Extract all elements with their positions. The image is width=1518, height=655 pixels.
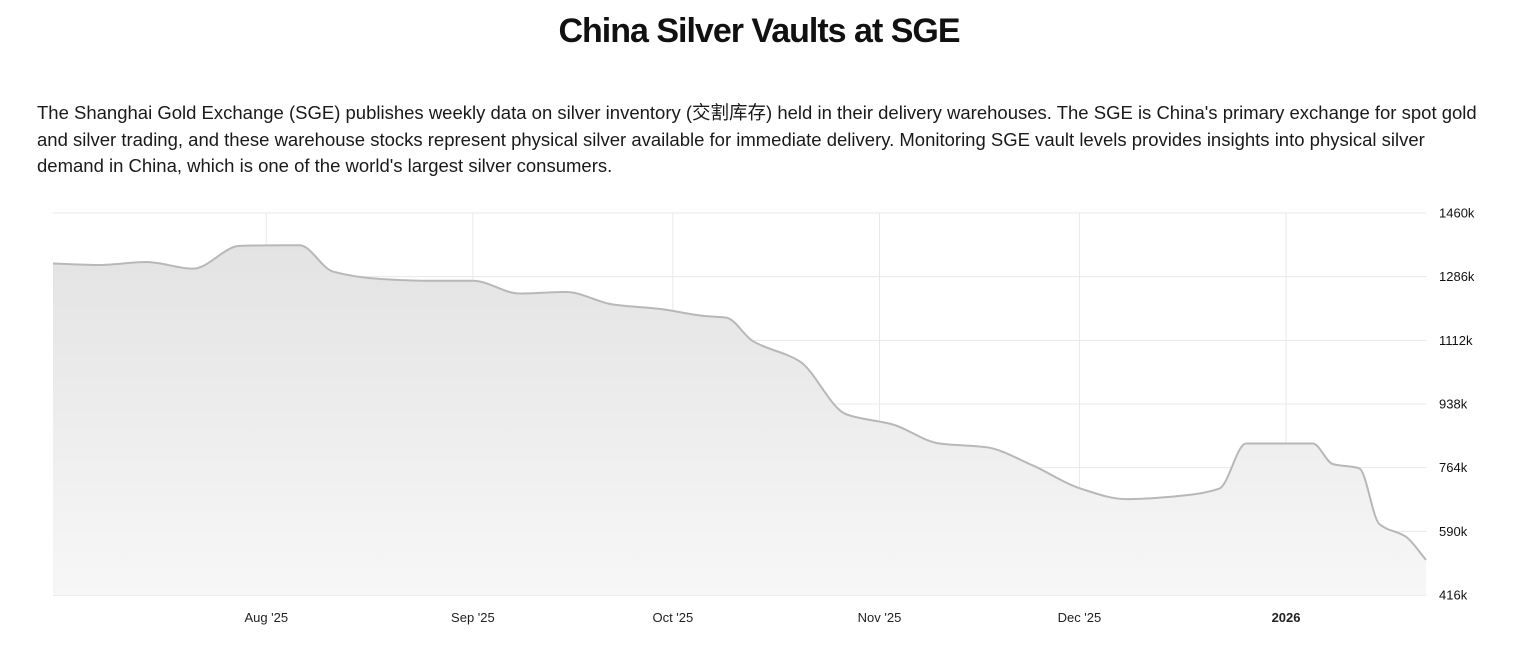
y-tick-label: 764k bbox=[1439, 460, 1468, 475]
series-line[interactable] bbox=[52, 244, 1427, 561]
x-axis: Aug '25 Sep '25 Oct '25 Nov '25 Dec '25 2026 bbox=[244, 610, 1300, 625]
y-tick-label: 1460k bbox=[1439, 206, 1475, 221]
page-title: China Silver Vaults at SGE bbox=[558, 12, 960, 50]
x-tick-label: Nov '25 bbox=[858, 610, 902, 625]
y-tick-label: 938k bbox=[1439, 397, 1468, 412]
area-fill bbox=[53, 245, 1426, 595]
y-tick-label: 1112k bbox=[1439, 333, 1473, 348]
x-tick-label: Sep '25 bbox=[451, 610, 495, 625]
x-tick-label: Aug '25 bbox=[244, 610, 288, 625]
chart-area-series[interactable] bbox=[52, 244, 1427, 595]
y-tick-label: 1286k bbox=[1439, 269, 1475, 284]
x-tick-label: Dec '25 bbox=[1058, 610, 1102, 625]
page-description: The Shanghai Gold Exchange (SGE) publish… bbox=[37, 102, 1477, 176]
y-tick-label: 416k bbox=[1439, 588, 1468, 603]
x-tick-label: 2026 bbox=[1272, 610, 1301, 625]
y-axis: 1460k 1286k 1112k 938k 764k 590k 416k bbox=[1439, 206, 1475, 603]
x-tick-label: Oct '25 bbox=[652, 610, 693, 625]
y-tick-label: 590k bbox=[1439, 524, 1468, 539]
